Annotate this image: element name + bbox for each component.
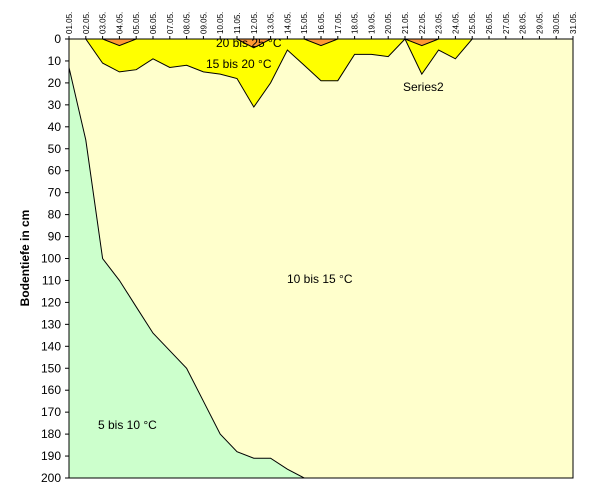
y-tick-label: 20 (48, 76, 62, 90)
y-tick-label: 10 (48, 54, 62, 68)
x-tick-label: 22.05. (418, 12, 427, 34)
x-tick-label: 03.05. (99, 12, 108, 34)
y-tick-label: 50 (48, 142, 62, 156)
label-5-10: 5 bis 10 °C (98, 418, 157, 432)
y-tick-label: 130 (41, 317, 61, 331)
y-tick-label: 160 (41, 383, 61, 397)
x-tick-label: 31.05. (569, 12, 578, 34)
y-tick-label: 190 (41, 449, 61, 463)
axis-layer (65, 36, 574, 479)
y-tick-label: 200 (41, 471, 61, 485)
y-tick-label: 90 (48, 230, 62, 244)
x-tick-label: 28.05. (519, 12, 528, 34)
y-tick-label: 180 (41, 427, 61, 441)
label-series2: Series2 (403, 80, 444, 94)
x-tick-label: 08.05. (183, 12, 192, 34)
x-tick-label: 26.05. (485, 12, 494, 34)
x-tick-label: 17.05. (334, 12, 343, 34)
y-tick-label: 150 (41, 361, 61, 375)
x-tick-label: 25.05. (468, 12, 477, 34)
y-tick-label: 170 (41, 405, 61, 419)
x-tick-label: 20.05. (384, 12, 393, 34)
x-tick-label: 24.05. (451, 12, 460, 34)
y-tick-label: 120 (41, 295, 61, 309)
x-tick-label: 29.05. (535, 12, 544, 34)
y-tick-label: 30 (48, 98, 62, 112)
y-axis-title: Bodentiefe in cm (18, 210, 32, 307)
x-tick-label: 12.05. (250, 12, 259, 34)
x-tick-label: 05.05. (132, 12, 141, 34)
y-tick-label: 80 (48, 208, 62, 222)
x-tick-label: 11.05. (233, 12, 242, 34)
y-tick-label: 40 (48, 120, 62, 134)
x-tick-label: 06.05. (149, 12, 158, 34)
y-tick-label: 0 (54, 32, 61, 46)
y-tick-label: 60 (48, 164, 62, 178)
y-tick-label: 140 (41, 339, 61, 353)
x-tick-label: 14.05. (283, 12, 292, 34)
x-tick-label: 07.05. (166, 12, 175, 34)
x-tick-label: 30.05. (552, 12, 561, 34)
x-tick-label: 23.05. (435, 12, 444, 34)
x-tick-label: 15.05. (300, 12, 309, 34)
y-tick-label: 110 (42, 273, 61, 287)
x-tick-label: 18.05. (351, 12, 360, 34)
x-tick-label: 13.05. (267, 12, 276, 34)
x-tick-label: 02.05. (82, 12, 91, 34)
y-tick-label: 100 (41, 252, 61, 266)
y-tick-label: 70 (48, 186, 62, 200)
x-tick-label: 09.05. (199, 12, 208, 34)
x-tick-labels: 01.05. 02.05. 03.05. 04.05. 05.05. 06.05. 07.0… (65, 12, 578, 34)
label-15-20: 15 bis 20 °C (206, 57, 272, 71)
label-20-25: 20 bis 25 °C (216, 36, 282, 50)
x-tick-label: 19.05. (367, 12, 376, 34)
label-10-15: 10 bis 15 °C (287, 272, 353, 286)
x-tick-label: 10.05. (216, 12, 225, 34)
x-tick-label: 27.05. (502, 12, 511, 34)
x-tick-label: 04.05. (115, 12, 124, 34)
y-tick-labels: 0 10 20 30 40 50 60 70 80 90 100 110 120 130 140 150 160… (41, 32, 61, 485)
x-tick-label: 16.05. (317, 12, 326, 34)
x-tick-label: 01.05. (65, 12, 74, 34)
x-tick-label: 21.05. (401, 12, 410, 34)
